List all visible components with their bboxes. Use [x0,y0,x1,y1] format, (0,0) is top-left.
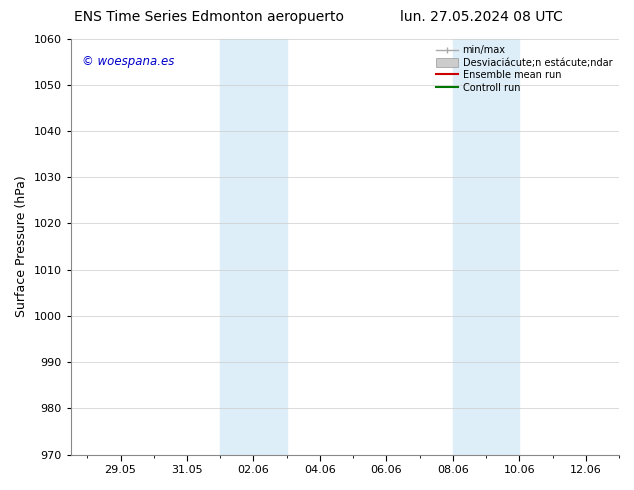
Bar [220,39,287,455]
Legend: min/max, Desviaciácute;n estácute;ndar, Ensemble mean run, Controll run: min/max, Desviaciácute;n estácute;ndar, … [434,44,614,95]
Text: © woespana.es: © woespana.es [82,55,174,68]
Y-axis label: Surface Pressure (hPa): Surface Pressure (hPa) [15,176,28,318]
Bar [453,39,519,455]
Text: lun. 27.05.2024 08 UTC: lun. 27.05.2024 08 UTC [401,10,563,24]
Text: ENS Time Series Edmonton aeropuerto: ENS Time Series Edmonton aeropuerto [74,10,344,24]
